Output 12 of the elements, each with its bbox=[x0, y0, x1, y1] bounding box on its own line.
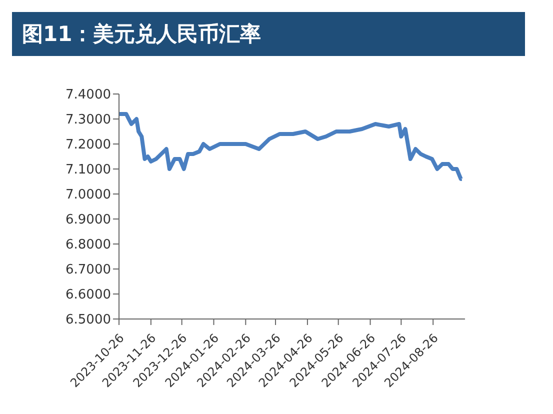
line-series bbox=[119, 112, 464, 181]
y-tick-label: 7.3000 bbox=[66, 112, 111, 128]
y-tick-label: 7.1000 bbox=[66, 162, 111, 178]
y-tick-label: 6.9000 bbox=[66, 212, 111, 228]
y-tick-label: 7.0000 bbox=[66, 188, 111, 203]
y-tick-label: 6.5000 bbox=[66, 312, 111, 328]
y-tick-label: 7.2000 bbox=[66, 138, 111, 153]
y-tick-label: 6.6000 bbox=[66, 288, 111, 303]
y-tick-label: 7.4000 bbox=[66, 88, 111, 103]
chart-title: 图11：美元兑人民币汇率 bbox=[12, 12, 525, 56]
y-tick-label: 6.8000 bbox=[66, 238, 111, 253]
y-tick-label: 6.7000 bbox=[66, 262, 111, 278]
